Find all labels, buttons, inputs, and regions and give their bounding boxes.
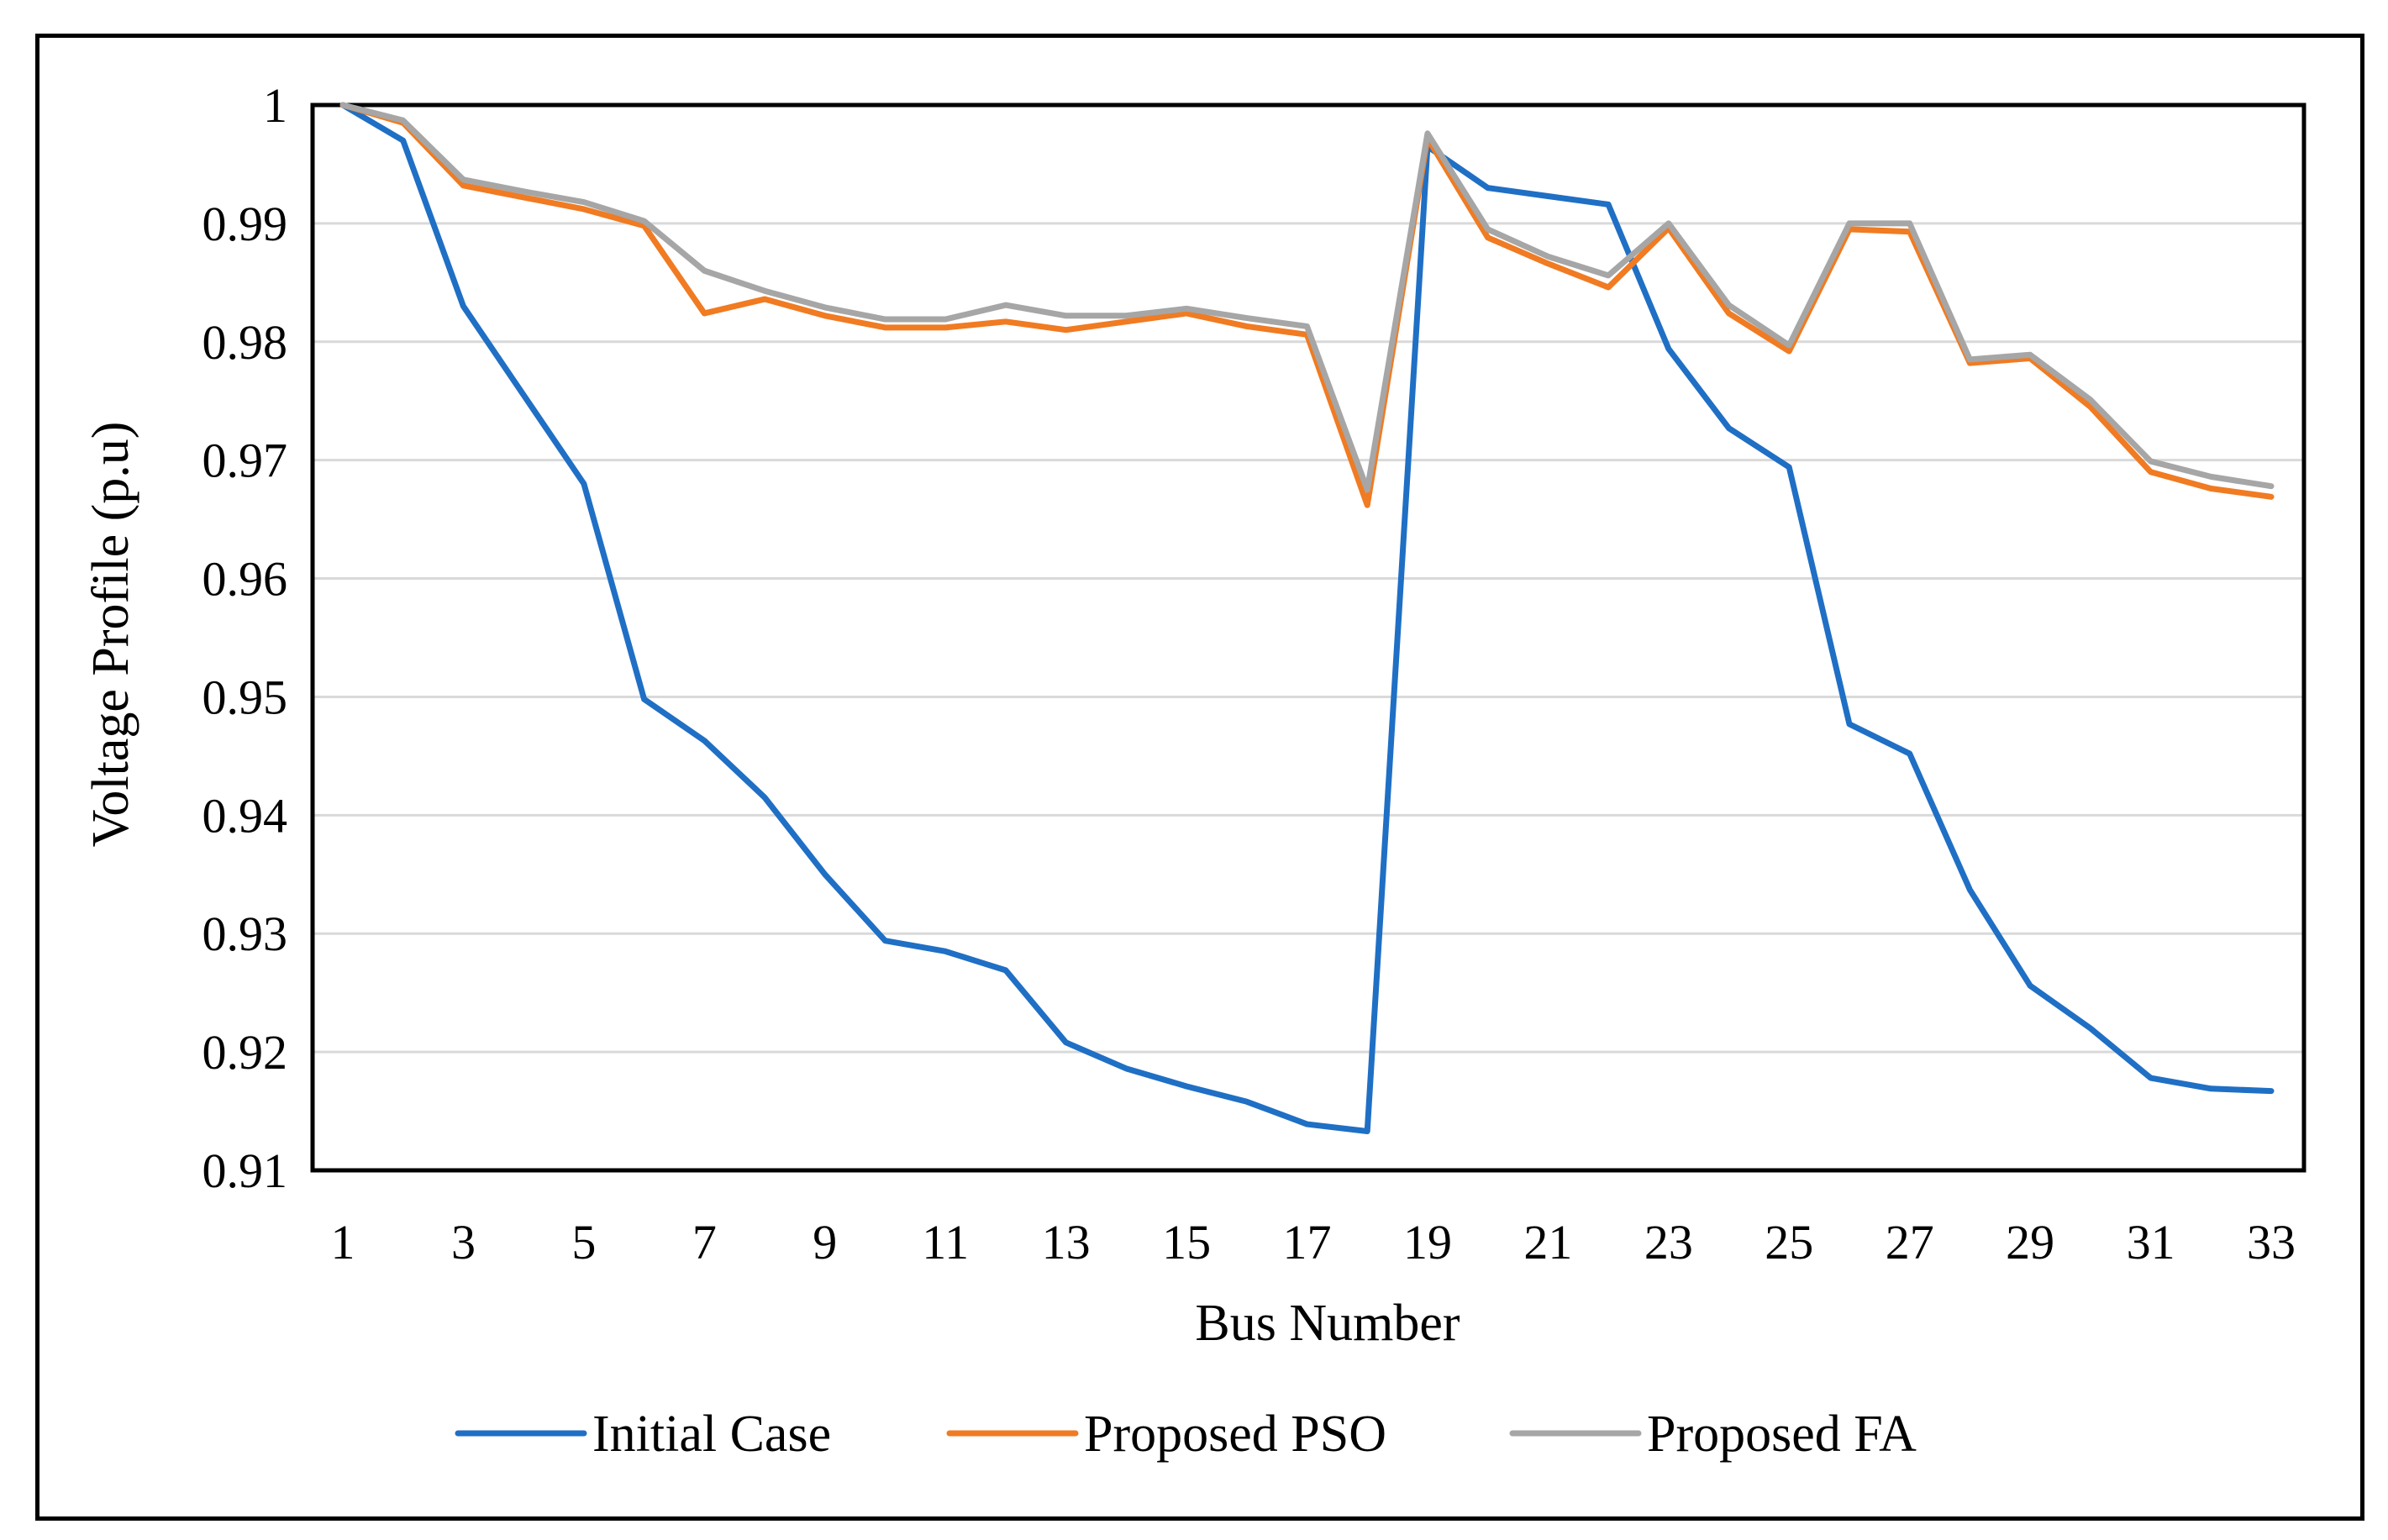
series-lines [339,102,2275,1135]
y-axis-ticks: 0.91 0.92 0.93 0.94 0.95 0.96 0.97 0.98 0.99 1 [203,78,288,1198]
legend-label-initial-case: Initial Case [592,1406,831,1463]
y-tick-label: 0.96 [203,552,288,607]
x-tick-label: 31 [2127,1215,2175,1269]
x-tick-label: 3 [451,1215,476,1269]
y-tick-label: 0.98 [203,315,288,370]
x-tick-label: 11 [922,1215,969,1269]
x-tick-label: 5 [571,1215,596,1269]
x-tick-label: 17 [1283,1215,1332,1269]
x-tick-label: 25 [1765,1215,1813,1269]
legend-label-proposed-fa: Proposed FA [1647,1406,1917,1463]
x-axis-title: Bus Number [1195,1295,1460,1352]
x-tick-label: 29 [2006,1215,2054,1269]
x-tick-label: 23 [1644,1215,1693,1269]
x-tick-label: 21 [1523,1215,1572,1269]
plot-area [310,102,2306,1173]
x-tick-label: 7 [692,1215,717,1269]
y-tick-label: 0.95 [203,670,288,724]
y-axis-title: Voltage Profile (p.u) [82,422,139,848]
x-tick-label: 13 [1042,1215,1091,1269]
x-tick-label: 1 [331,1215,355,1269]
x-tick-label: 9 [813,1215,837,1269]
x-tick-label: 33 [2247,1215,2296,1269]
x-tick-label: 19 [1403,1215,1452,1269]
series-line-initial-case [339,102,2275,1135]
x-tick-label: 27 [1886,1215,1934,1269]
y-tick-label: 0.99 [203,197,288,251]
figure-frame [35,34,2364,1521]
y-tick-label: 0.91 [203,1143,288,1198]
y-tick-label: 0.92 [203,1025,288,1080]
y-tick-label: 1 [263,78,287,133]
grid-lines [313,222,2304,1054]
y-tick-label: 0.94 [203,788,288,843]
x-axis-ticks: 1 3 5 7 9 11 13 15 17 19 21 23 25 27 29 31 33 [331,1215,2296,1269]
series-line-proposed-pso [339,102,2275,508]
y-tick-label: 0.93 [203,907,288,961]
x-tick-label: 15 [1162,1215,1211,1269]
legend: Initial Case Proposed PSO Proposed FA [455,1406,1917,1463]
series-line-proposed-fa [339,102,2275,493]
legend-label-proposed-pso: Proposed PSO [1084,1406,1386,1463]
y-tick-label: 0.97 [203,434,288,488]
